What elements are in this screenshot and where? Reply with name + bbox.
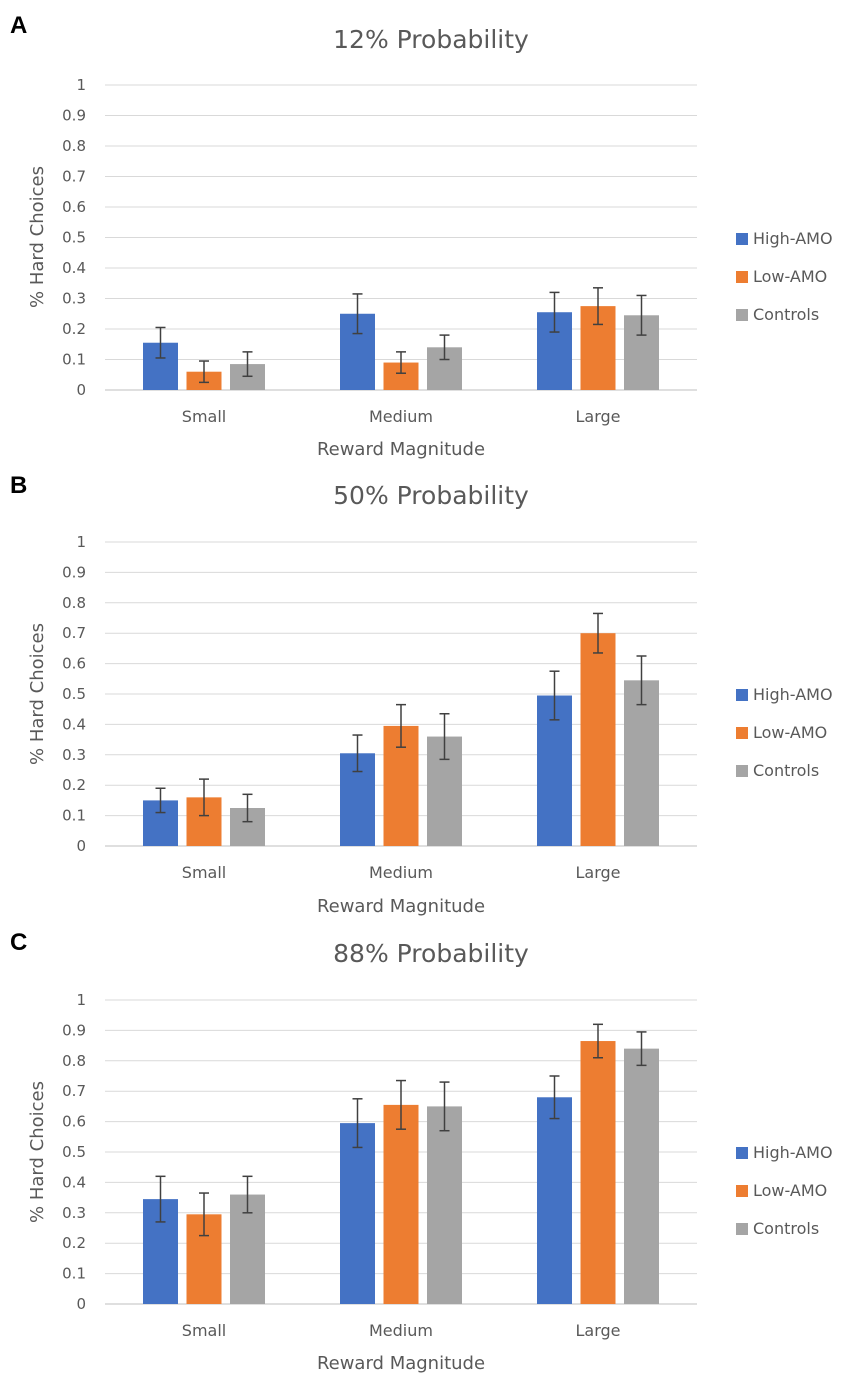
x-axis-title: Reward Magnitude	[317, 896, 485, 917]
chart-panel-a: A 12% Probability 0 0.1 0.2 0.3 0.4 0.5 0.6 0.7 0.…	[10, 12, 833, 460]
x-category-label: Large	[575, 863, 620, 882]
y-axis-title: % Hard Choices	[27, 623, 48, 765]
y-tick-label: 0.3	[62, 290, 86, 308]
bar-low-amo-large	[581, 1041, 616, 1304]
y-tick-label: 0.4	[62, 1173, 86, 1191]
y-tick-label: 0	[76, 1295, 86, 1313]
chart-title: 88% Probability	[333, 939, 529, 968]
y-tick-label: 0.7	[62, 1082, 86, 1100]
y-tick-label: 0.7	[62, 624, 86, 642]
chart-panel-b: B 50% Probability 0 0.1 0.2 0.3 0.4 0.5 0.6 0.7 0.…	[10, 472, 833, 917]
y-tick-label: 0.9	[62, 563, 86, 581]
legend-label: High-AMO	[753, 1143, 833, 1162]
legend-label: Controls	[753, 761, 819, 780]
legend-swatch-controls	[736, 1223, 748, 1235]
legend-label: Low-AMO	[753, 1181, 827, 1200]
legend-swatch-controls	[736, 765, 748, 777]
x-category-label: Small	[182, 407, 226, 426]
legend-label: Low-AMO	[753, 267, 827, 286]
legend-label: Controls	[753, 305, 819, 324]
y-tick-label: 0	[76, 837, 86, 855]
legend-swatch-low-amo	[736, 727, 748, 739]
legend-swatch-high-amo	[736, 233, 748, 245]
y-tick-label: 0.9	[62, 107, 86, 125]
y-tick-label: 0.4	[62, 259, 86, 277]
bar-high-amo-medium	[340, 1123, 375, 1304]
y-tick-label: 0.6	[62, 198, 86, 216]
legend-swatch-low-amo	[736, 1185, 748, 1197]
y-tick-label: 0.3	[62, 746, 86, 764]
figure: A 12% Probability 0 0.1 0.2 0.3 0.4 0.5 0.6 0.7 0.…	[0, 0, 854, 1379]
bar-controls-medium	[427, 1106, 462, 1304]
legend-label: High-AMO	[753, 229, 833, 248]
x-category-label: Large	[575, 1321, 620, 1340]
y-tick-label: 0.8	[62, 594, 86, 612]
bar-low-amo-large	[581, 633, 616, 846]
y-tick-label: 1	[76, 76, 86, 94]
y-tick-label: 0.1	[62, 1265, 86, 1283]
y-tick-label: 1	[76, 991, 86, 1009]
panel-letter: A	[10, 12, 27, 39]
legend-label: High-AMO	[753, 685, 833, 704]
legend-swatch-controls	[736, 309, 748, 321]
legend-label: Low-AMO	[753, 723, 827, 742]
y-tick-label: 0.2	[62, 1234, 86, 1252]
y-tick-label: 0.5	[62, 229, 86, 247]
x-category-label: Medium	[369, 863, 433, 882]
x-category-label: Large	[575, 407, 620, 426]
bar-controls-large	[624, 1049, 659, 1304]
y-tick-label: 0.3	[62, 1204, 86, 1222]
y-tick-label: 0.6	[62, 1113, 86, 1131]
y-tick-label: 0.9	[62, 1021, 86, 1039]
legend-swatch-low-amo	[736, 271, 748, 283]
legend-label: Controls	[753, 1219, 819, 1238]
x-category-label: Small	[182, 863, 226, 882]
y-tick-label: 0.2	[62, 776, 86, 794]
x-axis-title: Reward Magnitude	[317, 439, 485, 460]
bar-low-amo-medium	[384, 1105, 419, 1304]
y-axis-title: % Hard Choices	[27, 166, 48, 308]
y-axis-title: % Hard Choices	[27, 1081, 48, 1223]
chart-title: 50% Probability	[333, 481, 529, 510]
legend-swatch-high-amo	[736, 689, 748, 701]
y-tick-label: 0.1	[62, 807, 86, 825]
y-tick-label: 0.1	[62, 351, 86, 369]
chart-title: 12% Probability	[333, 25, 529, 54]
x-category-label: Medium	[369, 407, 433, 426]
x-category-label: Small	[182, 1321, 226, 1340]
y-tick-label: 0.5	[62, 685, 86, 703]
y-tick-label: 0.4	[62, 715, 86, 733]
panel-letter: B	[10, 472, 27, 499]
x-axis-title: Reward Magnitude	[317, 1353, 485, 1374]
y-tick-label: 0	[76, 381, 86, 399]
y-tick-label: 0.5	[62, 1143, 86, 1161]
legend-swatch-high-amo	[736, 1147, 748, 1159]
x-category-label: Medium	[369, 1321, 433, 1340]
chart-panel-c: C 88% Probability 0 0.1 0.2 0.3 0.4 0.5 0.6 0.7 0.…	[10, 929, 833, 1374]
figure-svg: A 12% Probability 0 0.1 0.2 0.3 0.4 0.5 0.6 0.7 0.…	[0, 0, 854, 1379]
y-tick-label: 1	[76, 533, 86, 551]
y-tick-label: 0.2	[62, 320, 86, 338]
panel-letter: C	[10, 929, 27, 956]
y-tick-label: 0.6	[62, 655, 86, 673]
bar-high-amo-large	[537, 1097, 572, 1304]
y-tick-label: 0.7	[62, 168, 86, 186]
y-tick-label: 0.8	[62, 1052, 86, 1070]
y-tick-label: 0.8	[62, 137, 86, 155]
